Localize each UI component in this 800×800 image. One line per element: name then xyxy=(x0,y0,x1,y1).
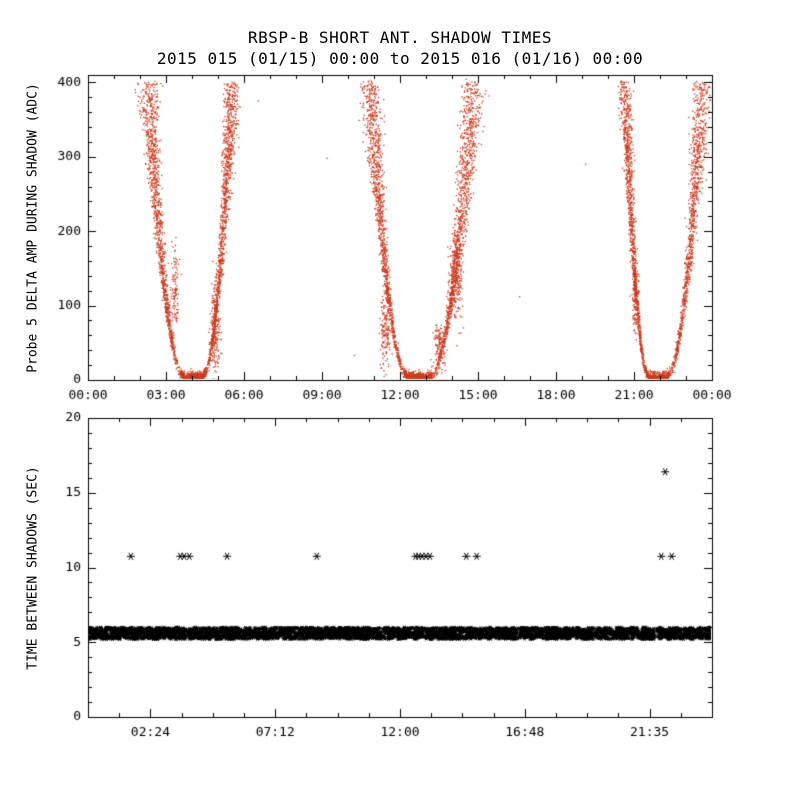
bottom-panel-y-axis-label: TIME BETWEEN SHADOWS (SEC) xyxy=(25,466,41,670)
top-panel-y-axis-label: Probe 5 DELTA AMP DURING SHADOW (ADC) xyxy=(25,83,41,373)
chart-subtitle: 2015 015 (01/15) 00:00 to 2015 016 (01/1… xyxy=(156,49,644,68)
chart-title: RBSP-B SHORT ANT. SHADOW TIMES xyxy=(248,28,552,47)
